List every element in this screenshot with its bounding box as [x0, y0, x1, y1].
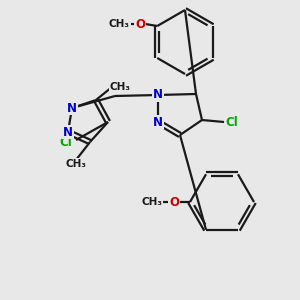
Text: CH₃: CH₃ — [65, 159, 86, 169]
Text: N: N — [153, 116, 163, 128]
Text: O: O — [169, 196, 179, 208]
Text: CH₃: CH₃ — [110, 82, 130, 92]
Text: N: N — [63, 125, 73, 139]
Text: Cl: Cl — [226, 116, 238, 128]
Text: O: O — [135, 17, 145, 31]
Text: CH₃: CH₃ — [142, 197, 163, 207]
Text: CH₃: CH₃ — [109, 19, 130, 29]
Text: N: N — [153, 88, 163, 101]
Text: Cl: Cl — [60, 136, 72, 149]
Text: N: N — [67, 101, 77, 115]
